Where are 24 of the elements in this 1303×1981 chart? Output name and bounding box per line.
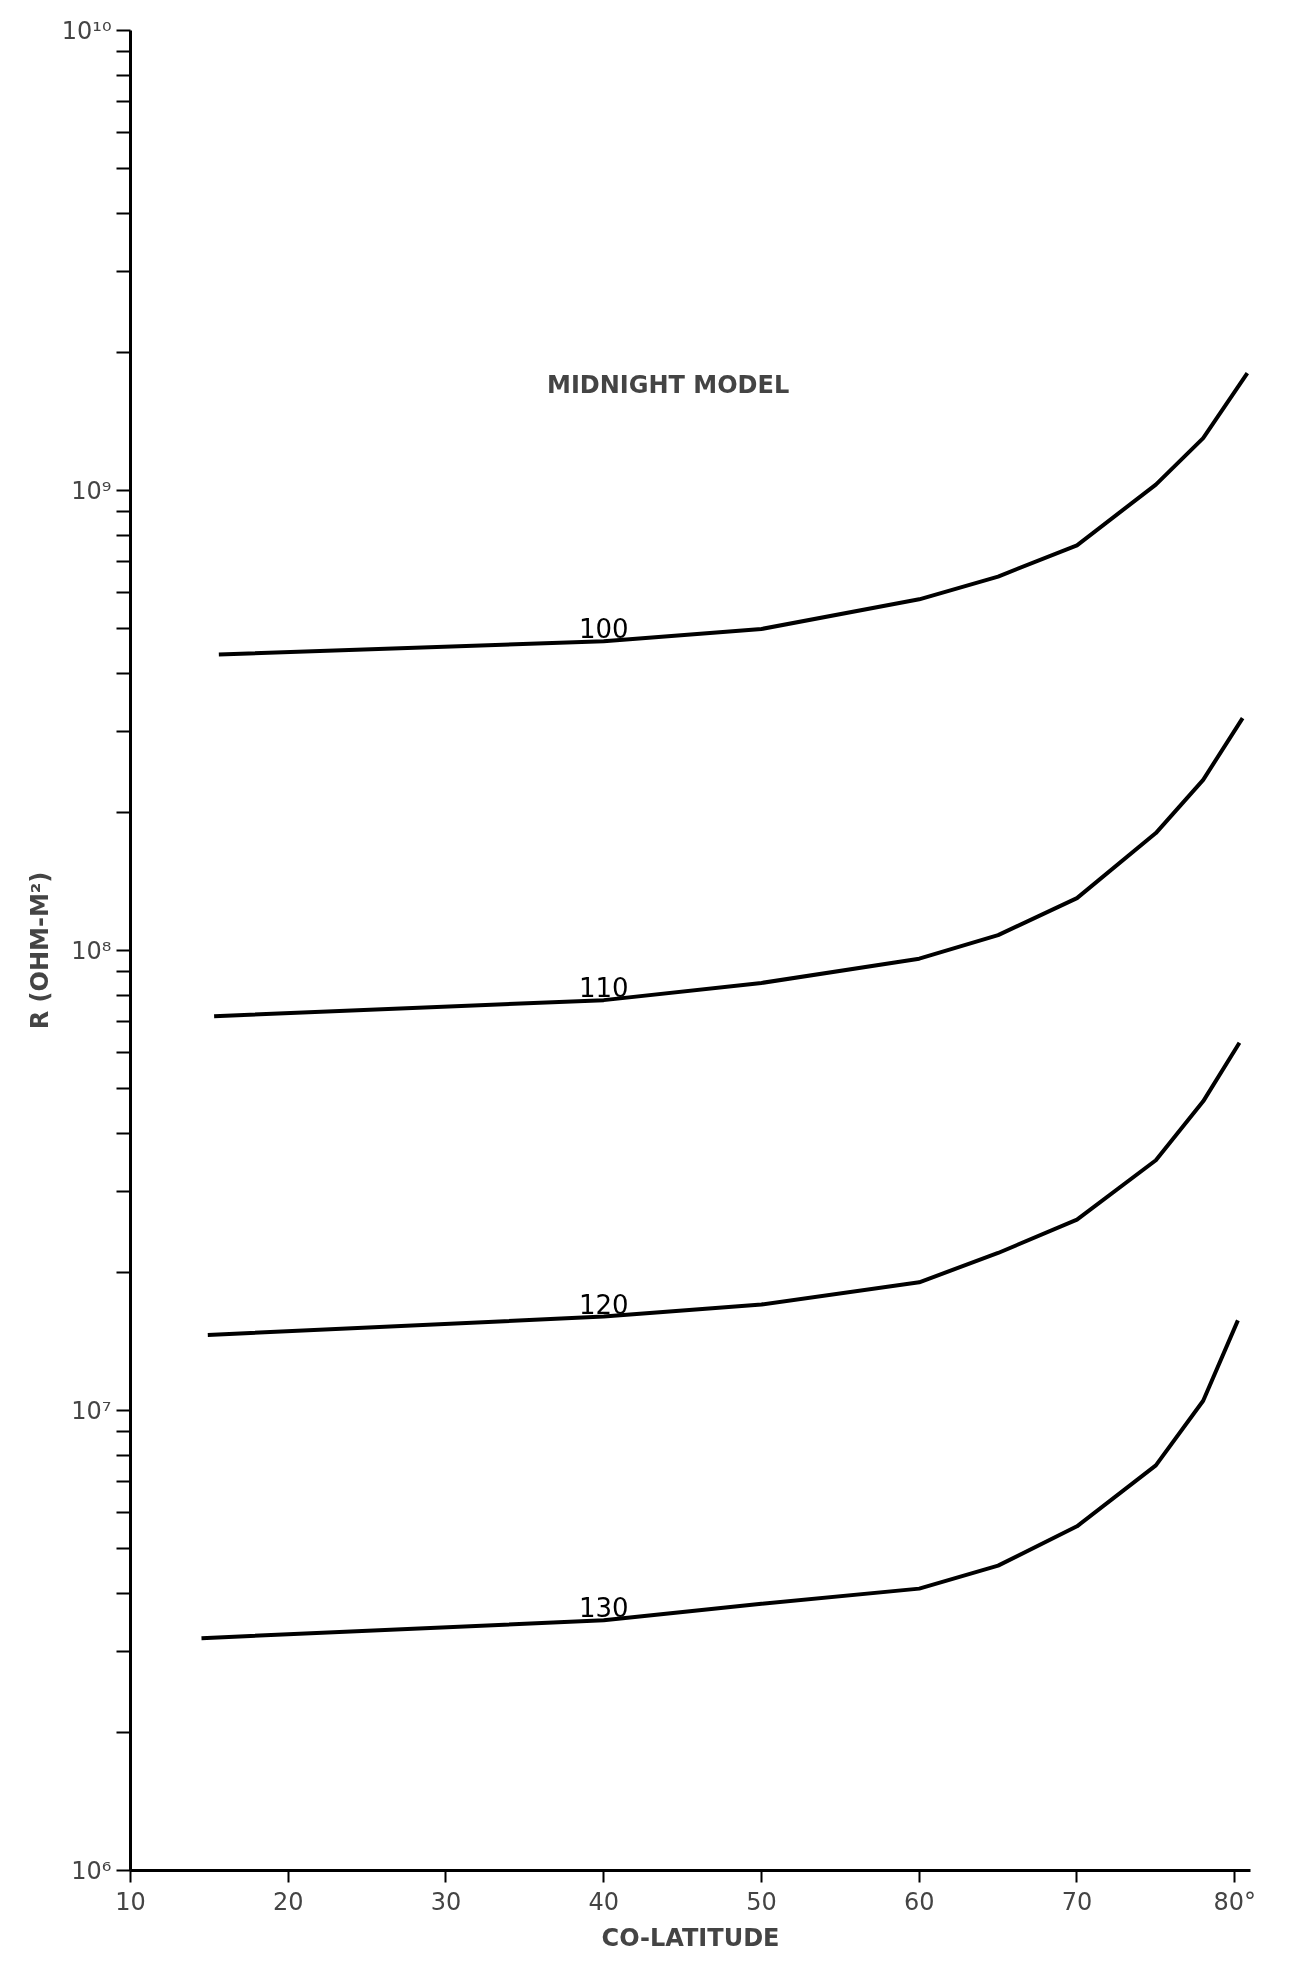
y-tick-label: 10⁸: [71, 936, 112, 965]
x-tick-label: 70: [1061, 1887, 1093, 1916]
x-tick-label: 40: [588, 1887, 620, 1916]
y-tick-label: 10⁶: [71, 1856, 112, 1885]
x-tick-label: 80°: [1213, 1887, 1256, 1916]
line-series: [212, 716, 1245, 1019]
line-series: [199, 1318, 1240, 1641]
series-label: 110: [578, 973, 629, 1004]
x-tick-label: 10: [115, 1887, 146, 1916]
series-label: 100: [578, 614, 629, 645]
text: MIDNIGHT MODEL: [547, 370, 790, 399]
y-tick-label: 10¹⁰: [61, 16, 112, 45]
series-label: 130: [578, 1593, 629, 1624]
x-tick-label: 50: [746, 1887, 777, 1916]
x-tick-label: 60: [903, 1887, 935, 1916]
x-tick-label: 30: [430, 1887, 462, 1916]
x-tick-label: 20: [272, 1887, 304, 1916]
x-axis-title: CO-LATITUDE: [601, 1923, 780, 1952]
series-label: 120: [578, 1289, 629, 1320]
line-series: [205, 1040, 1242, 1337]
y-tick-label: 10⁷: [71, 1396, 112, 1425]
line-series: [216, 371, 1250, 657]
y-axis-title: R (OHM-M²): [25, 871, 54, 1030]
y-tick-label: 10⁹: [71, 476, 112, 505]
